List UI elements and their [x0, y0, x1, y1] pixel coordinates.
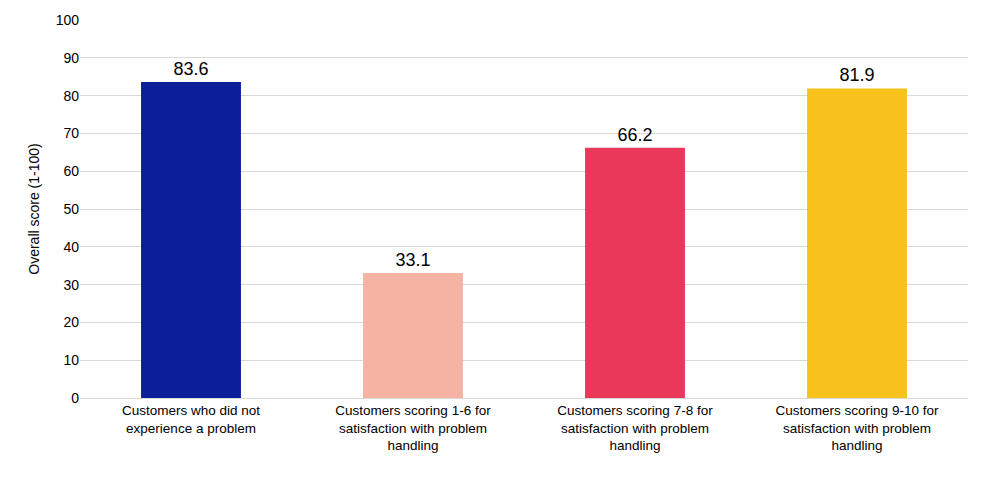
svg-text:Customers scoring 1-6 forsatis: Customers scoring 1-6 forsatisfaction wi…: [335, 403, 491, 453]
svg-text:60: 60: [63, 163, 79, 179]
svg-text:Customers who did notexperienc: Customers who did notexperience a proble…: [122, 403, 260, 436]
svg-text:Customers scoring 7-8 forsatis: Customers scoring 7-8 forsatisfaction wi…: [557, 403, 713, 453]
svg-text:20: 20: [63, 314, 79, 330]
svg-text:70: 70: [63, 125, 79, 141]
svg-text:50: 50: [63, 201, 79, 217]
svg-text:40: 40: [63, 239, 79, 255]
svg-text:0: 0: [71, 390, 79, 406]
svg-text:33.1: 33.1: [395, 250, 430, 270]
svg-text:66.2: 66.2: [617, 125, 652, 145]
svg-text:30: 30: [63, 277, 79, 293]
svg-text:83.6: 83.6: [173, 59, 208, 79]
svg-text:81.9: 81.9: [839, 65, 874, 85]
svg-text:Overall score (1-100): Overall score (1-100): [26, 143, 42, 275]
svg-text:10: 10: [63, 352, 79, 368]
svg-text:90: 90: [63, 50, 79, 66]
svg-text:100: 100: [56, 12, 80, 28]
svg-text:Customers scoring 9-10 forsati: Customers scoring 9-10 forsatisfaction w…: [776, 403, 939, 453]
svg-text:80: 80: [63, 88, 79, 104]
